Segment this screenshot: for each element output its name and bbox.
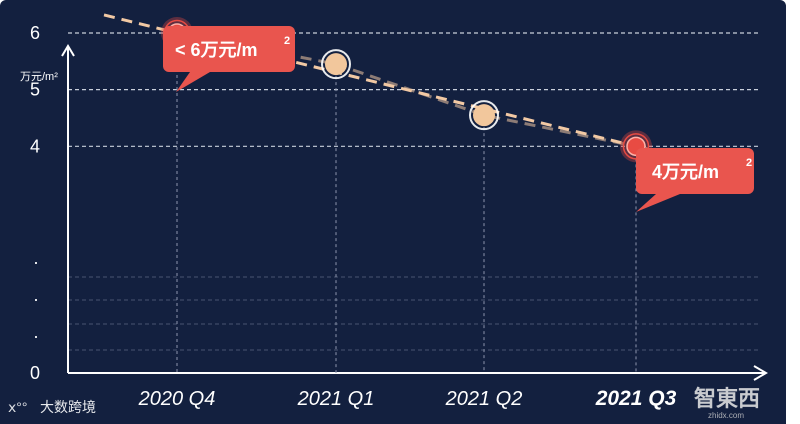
- x-tick-label: 2021 Q2: [445, 388, 523, 410]
- tick-layer: 万元/m² 6 5 4 0 · · · 2020 Q4 2021 Q1 2021 Q2 2021 Q3: [20, 23, 677, 410]
- point-ring: [321, 49, 351, 80]
- y-unit-label: 万元/m²: [20, 71, 58, 83]
- axis-layer: [61, 44, 768, 381]
- callout-pointer: [636, 194, 680, 212]
- grid-layer: [68, 32, 760, 351]
- y-break-dot: ·: [33, 289, 39, 309]
- x-tick-label: 2021 Q1: [297, 388, 375, 410]
- callout-superscript: 2: [284, 35, 290, 47]
- x-axis-arrow: [753, 365, 768, 381]
- callout-superscript: 2: [746, 157, 752, 169]
- data-point: [473, 104, 495, 127]
- watermark-right-small: zhidx.com: [708, 411, 744, 420]
- callout-pointer: [176, 72, 210, 92]
- callout-label: 4万元/m: [652, 162, 719, 182]
- y-break-dot: ·: [33, 252, 39, 272]
- callout-label: < 6万元/m: [175, 40, 258, 60]
- callout-layer: < 6万元/m 2 4万元/m 2: [163, 26, 754, 212]
- y-axis-arrow: [61, 44, 75, 57]
- y-break-dot: ·: [33, 326, 39, 346]
- watermark-left-mark: ⅹ°°: [8, 399, 27, 415]
- y-tick-label: 0: [30, 363, 40, 383]
- y-tick-label: 4: [30, 136, 40, 156]
- x-tick-label: 2020 Q4: [138, 388, 216, 410]
- y-tick-label: 6: [30, 23, 40, 43]
- guides-layer: [176, 44, 637, 373]
- y-tick-label: 5: [30, 80, 40, 100]
- callout-box: [636, 148, 754, 194]
- point-ring: [469, 100, 499, 131]
- watermark-left: 大数跨境: [40, 399, 96, 415]
- data-point: [325, 53, 347, 76]
- watermark-right: 智東西: [694, 386, 760, 411]
- x-tick-label: 2021 Q3: [595, 387, 677, 410]
- callout-box: [163, 26, 295, 72]
